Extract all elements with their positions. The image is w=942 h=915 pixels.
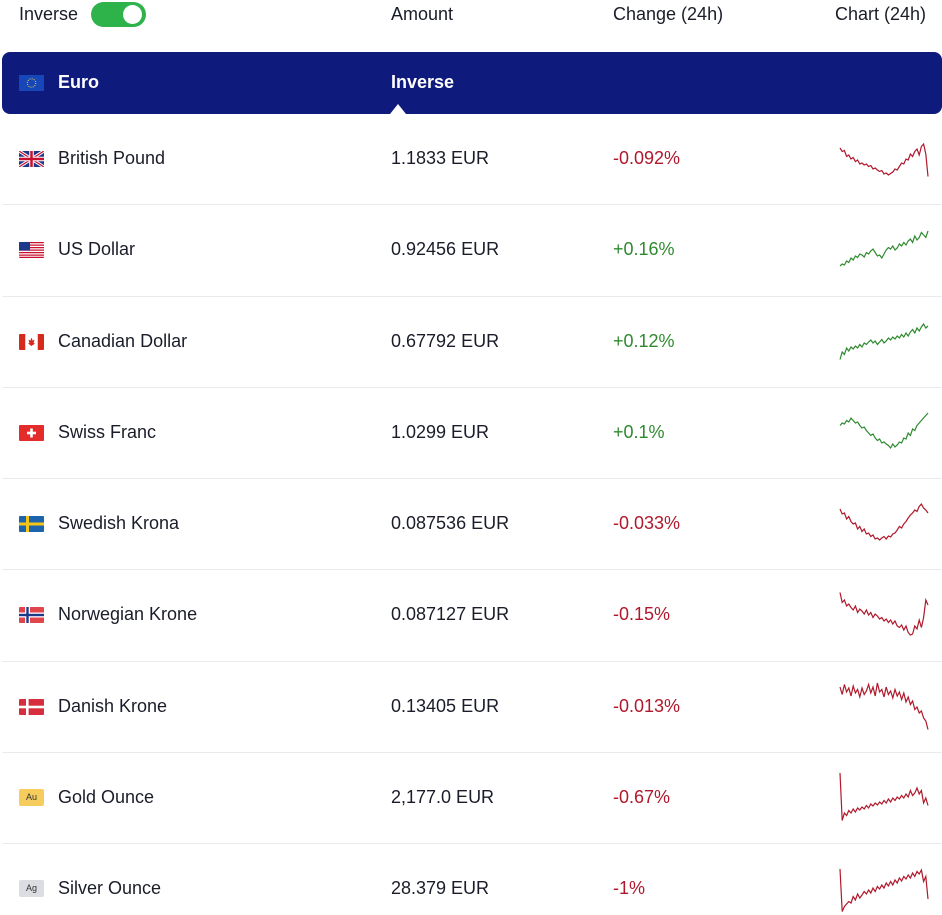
currency-amount: 0.087127 EUR xyxy=(391,604,510,625)
change-column-header: Change (24h) xyxy=(613,4,724,24)
currency-name: Norwegian Krone xyxy=(58,604,198,625)
sparkline-chart xyxy=(839,592,929,637)
currency-row[interactable]: Norwegian Krone 0.087127 EUR -0.15% xyxy=(2,570,942,662)
currency-row[interactable]: British Pound 1.1833 EUR -0.092% xyxy=(2,114,942,206)
us-flag-icon xyxy=(19,242,44,259)
currency-name: Canadian Dollar xyxy=(58,330,188,351)
sparkline-chart xyxy=(839,868,929,913)
currency-amount: 1.1833 EUR xyxy=(391,148,490,168)
sparkline-chart xyxy=(839,412,929,449)
currency-change: +0.1% xyxy=(613,421,665,442)
currency-row[interactable]: Danish Krone 0.13405 EUR -0.013% xyxy=(2,662,942,754)
silver-icon: Ag xyxy=(19,880,44,898)
sparkline-chart xyxy=(839,773,929,821)
currency-change: -0.092% xyxy=(613,148,681,168)
currency-change: -0.67% xyxy=(613,787,671,808)
currency-row[interactable]: Swedish Krona 0.087536 EUR -0.033% xyxy=(2,479,942,571)
currency-amount: 0.087536 EUR xyxy=(391,513,510,534)
ca-flag-icon xyxy=(19,333,44,350)
currency-list: British Pound 1.1833 EUR -0.092% US Doll… xyxy=(2,114,942,915)
currency-amount: 28.379 EUR xyxy=(391,878,490,899)
base-mode-label: Inverse xyxy=(391,72,455,92)
currency-name: Gold Ounce xyxy=(58,787,155,808)
amount-column-header: Amount xyxy=(391,4,454,24)
currency-row[interactable]: Canadian Dollar 0.67792 EUR +0.12% xyxy=(2,297,942,388)
dk-flag-icon xyxy=(19,698,44,715)
currency-row[interactable]: Swiss Franc 1.0299 EUR +0.1% xyxy=(2,388,942,480)
currency-row[interactable]: US Dollar 0.92456 EUR +0.16% xyxy=(2,205,942,297)
gold-icon: Au xyxy=(19,789,44,807)
currency-name: US Dollar xyxy=(58,239,136,260)
currency-row[interactable]: Au Gold Ounce 2,177.0 EUR -0.67% xyxy=(2,753,942,845)
currency-change: -0.033% xyxy=(613,513,681,534)
header-row: Inverse Amount Change (24h) Chart (24h) xyxy=(0,0,942,30)
eu-flag-icon xyxy=(19,75,44,91)
chart-column-header: Chart (24h) xyxy=(835,4,927,24)
base-currency-bar[interactable]: Euro Inverse xyxy=(2,52,942,114)
currency-name: Silver Ounce xyxy=(58,878,162,899)
toggle-knob xyxy=(123,5,142,24)
sparkline-chart xyxy=(839,322,929,360)
currency-amount: 0.92456 EUR xyxy=(391,239,500,260)
currency-change: -1% xyxy=(613,878,646,899)
gb-flag-icon xyxy=(19,151,44,167)
currency-name: Danish Krone xyxy=(58,695,168,716)
base-currency-name: Euro xyxy=(58,72,100,92)
currency-amount: 1.0299 EUR xyxy=(391,421,490,442)
ch-flag-icon xyxy=(19,424,44,441)
currency-row[interactable]: Ag Silver Ounce 28.379 EUR -1% xyxy=(2,844,942,915)
sparkline-chart xyxy=(839,503,929,541)
caret-indicator xyxy=(390,104,406,114)
currency-change: -0.15% xyxy=(613,604,671,625)
currency-amount: 2,177.0 EUR xyxy=(391,787,495,808)
sparkline-chart xyxy=(839,682,929,730)
sparkline-chart xyxy=(839,142,929,177)
inverse-label: Inverse xyxy=(19,4,79,24)
sparkline-chart xyxy=(839,231,929,267)
currency-amount: 0.67792 EUR xyxy=(391,330,500,351)
currency-amount: 0.13405 EUR xyxy=(391,695,500,716)
no-flag-icon xyxy=(19,607,44,624)
currency-change: +0.16% xyxy=(613,239,675,260)
currency-name: British Pound xyxy=(58,148,166,168)
currency-change: -0.013% xyxy=(613,695,681,716)
inverse-toggle[interactable] xyxy=(91,2,146,27)
se-flag-icon xyxy=(19,516,44,533)
currency-name: Swiss Franc xyxy=(58,421,157,442)
currency-name: Swedish Krona xyxy=(58,513,180,534)
currency-change: +0.12% xyxy=(613,330,675,351)
